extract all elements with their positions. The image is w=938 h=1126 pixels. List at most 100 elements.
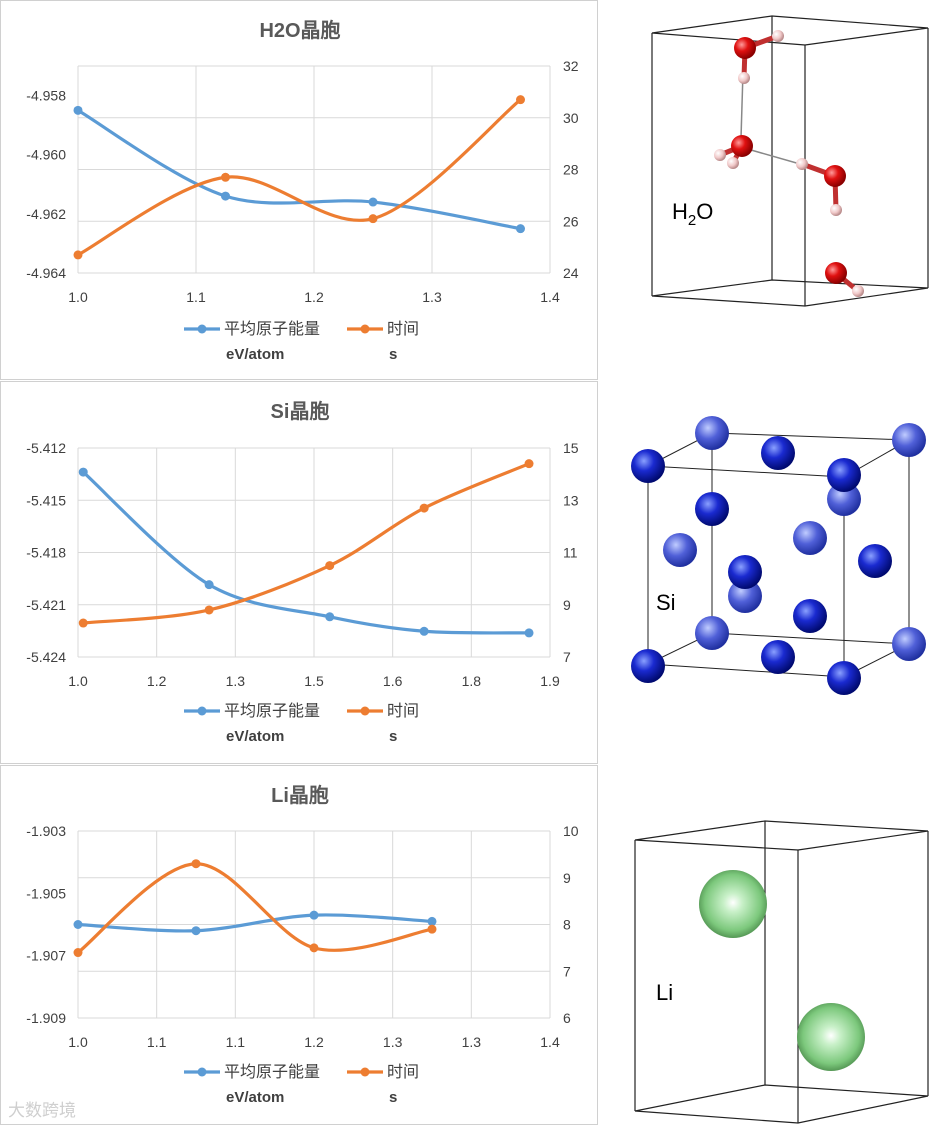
y-right-tick-label: 8 <box>563 917 571 933</box>
y-left-tick-label: -1.903 <box>26 823 66 839</box>
y-left-tick-label: -4.958 <box>26 88 66 104</box>
legend-label: 时间 <box>387 1063 419 1081</box>
legend-unit: eV/atom <box>226 346 284 363</box>
y-left-tick-label: -5.424 <box>26 649 66 665</box>
legend-unit: eV/atom <box>226 728 284 745</box>
y-right-tick-label: 9 <box>563 597 571 613</box>
data-point-energy <box>427 916 437 926</box>
data-point-time <box>325 561 335 571</box>
y-right-tick-label: 6 <box>563 1010 571 1026</box>
y-left-tick-label: -1.907 <box>26 948 66 964</box>
x-tick-label: 1.2 <box>147 673 167 689</box>
lithium-atoms <box>699 870 865 1071</box>
legend-label: 平均原子能量 <box>224 702 320 720</box>
chart-series <box>73 95 525 260</box>
data-point-energy <box>325 612 335 622</box>
x-tick-label: 1.3 <box>422 289 442 305</box>
crystal-label-li: Li <box>656 980 673 1005</box>
legend-swatch-marker <box>360 324 370 334</box>
x-tick-label: 1.6 <box>383 673 403 689</box>
x-tick-label: 1.4 <box>540 289 560 305</box>
chart-panel-h2o: H2O晶胞 1.0 1.1 1.2 1.3 1.4 -4.958 -4.960 -4.962 -… <box>0 0 598 380</box>
y-left-tick-label: -4.960 <box>26 147 66 163</box>
data-point-time <box>73 948 83 958</box>
chart-panel-li: Li晶胞 1.0 1.1 1.1 1.2 1.3 1.3 1.4 -1.903 -1.905 -1… <box>0 765 598 1125</box>
data-point-time <box>191 859 201 869</box>
data-point-energy <box>78 467 88 477</box>
y-right-tick-label: 15 <box>563 440 579 456</box>
chart-title: Si晶胞 <box>271 399 330 423</box>
data-point-time <box>427 924 437 934</box>
water-molecules <box>714 30 864 297</box>
y-right-tick-label: 28 <box>563 162 579 178</box>
legend-label: 平均原子能量 <box>224 320 320 338</box>
data-point-energy <box>73 920 83 929</box>
chart-svg-li: Li晶胞 1.0 1.1 1.1 1.2 1.3 1.3 1.4 -1.903 -1.905 -1… <box>26 783 579 1106</box>
x-tick-label: 1.1 <box>186 289 206 305</box>
data-point-time <box>368 214 378 224</box>
data-point-time <box>204 605 214 615</box>
silicon-atoms <box>631 416 926 695</box>
chart-panel-si: Si晶胞 1.0 1.2 1.3 1.5 1.6 1.8 1.9 -5.412 -5.415 -5… <box>0 381 598 764</box>
legend-label: 时间 <box>387 320 419 338</box>
legend-unit: s <box>389 346 397 363</box>
data-point-energy <box>309 910 319 920</box>
legend-label: 平均原子能量 <box>224 1063 320 1081</box>
chart-title: H2O晶胞 <box>259 18 340 42</box>
y-left-tick-label: -4.964 <box>26 265 66 281</box>
x-tick-label: 1.3 <box>383 1034 403 1050</box>
data-point-time <box>221 172 230 182</box>
data-point-time <box>419 503 429 513</box>
legend-swatch-marker <box>360 1067 370 1077</box>
legend-swatch-marker <box>197 324 207 334</box>
data-point-energy <box>524 628 534 638</box>
legend-unit: s <box>389 1089 397 1106</box>
y-left-tick-label: -5.415 <box>26 492 66 508</box>
data-point-energy <box>419 626 429 636</box>
chart-series <box>73 859 437 958</box>
chart-grid <box>77 447 551 658</box>
chart-series <box>78 459 534 638</box>
chart-grid <box>77 830 551 1019</box>
chart-ticks: 1.0 1.2 1.3 1.5 1.6 1.8 1.9 -5.412 -5.415 -5.418 -… <box>26 440 578 689</box>
y-right-tick-label: 24 <box>563 265 579 281</box>
y-right-tick-label: 13 <box>563 492 579 508</box>
chart-legend: 平均原子能量 eV/atom 时间 s <box>184 702 419 745</box>
chart-legend: 平均原子能量 eV/atom 时间 s <box>184 320 419 363</box>
y-right-tick-label: 7 <box>563 963 571 979</box>
x-tick-label: 1.4 <box>540 1034 560 1050</box>
data-point-time <box>73 250 83 260</box>
li-crystal-illustration: Li <box>634 820 929 1124</box>
watermark-text: 大数跨境 <box>8 1101 76 1120</box>
data-point-energy <box>368 197 378 207</box>
y-right-tick-label: 11 <box>563 545 578 561</box>
x-tick-label: 1.0 <box>68 289 88 305</box>
x-tick-label: 1.2 <box>304 1034 324 1050</box>
y-left-tick-label: -4.962 <box>26 206 66 222</box>
crystal-label-h2o: H2O <box>672 199 713 229</box>
series-line-time <box>76 862 434 955</box>
series-line-time <box>76 98 523 257</box>
legend-unit: s <box>389 728 397 745</box>
data-point-time <box>516 95 525 105</box>
y-right-tick-label: 10 <box>563 823 579 839</box>
chart-grid <box>77 65 551 274</box>
x-tick-label: 1.1 <box>147 1034 167 1050</box>
y-right-tick-label: 7 <box>563 649 571 665</box>
x-tick-label: 1.5 <box>304 673 324 689</box>
chart-svg-si: Si晶胞 1.0 1.2 1.3 1.5 1.6 1.8 1.9 -5.412 -5.415 -5… <box>26 399 578 745</box>
x-tick-label: 1.0 <box>68 673 88 689</box>
h2o-crystal-illustration: H2O <box>651 15 929 307</box>
y-right-tick-label: 32 <box>563 58 579 74</box>
data-point-energy <box>191 926 201 936</box>
y-left-tick-label: -1.905 <box>26 885 66 901</box>
x-tick-label: 1.9 <box>540 673 560 689</box>
series-line-time <box>81 462 531 625</box>
y-left-tick-label: -5.421 <box>26 597 66 613</box>
y-left-tick-label: -5.418 <box>26 545 66 561</box>
x-tick-label: 1.8 <box>462 673 482 689</box>
data-point-time <box>309 943 319 953</box>
legend-swatch-marker <box>360 706 370 716</box>
chart-ticks: 1.0 1.1 1.2 1.3 1.4 -4.958 -4.960 -4.962 -4.964 3… <box>26 58 578 305</box>
chart-title: Li晶胞 <box>271 783 329 807</box>
